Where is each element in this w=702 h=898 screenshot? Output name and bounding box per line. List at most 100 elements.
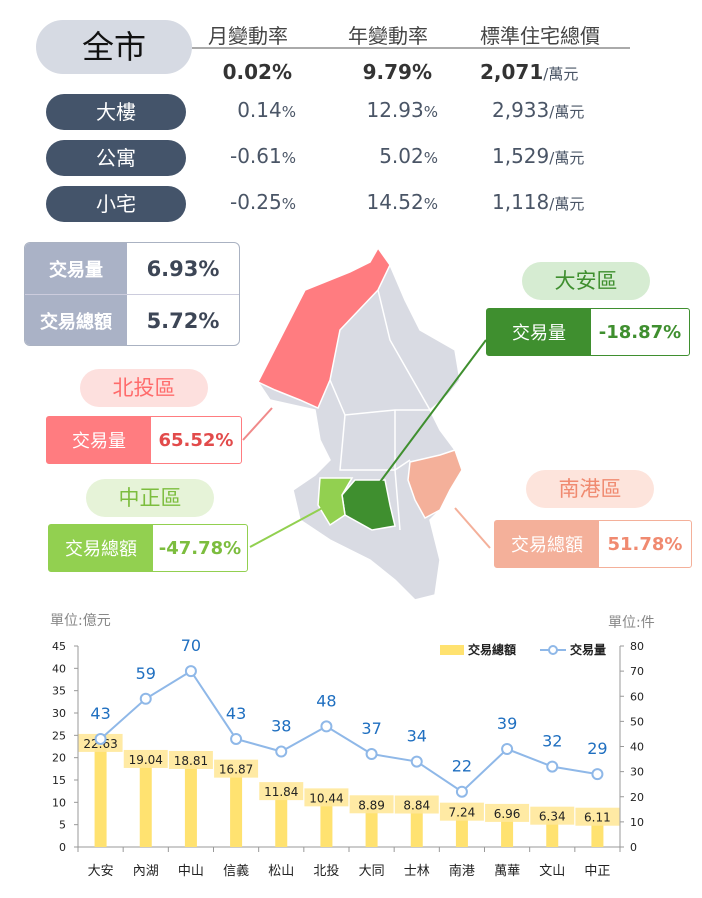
line-label: 38 xyxy=(271,717,291,736)
bar-label: 8.89 xyxy=(358,798,385,812)
city-total-volume: 交易量 6.93% xyxy=(25,243,239,295)
line-point xyxy=(139,692,152,705)
legend-bar-label: 交易總額 xyxy=(468,642,516,657)
x-tick-label: 中山 xyxy=(178,864,204,879)
label: 交易量 xyxy=(25,243,127,294)
left-tick-label: 35 xyxy=(52,685,66,698)
line-point xyxy=(546,760,559,773)
district-box-beitou: 交易量 65.52% xyxy=(46,416,242,464)
right-axis-unit: 單位:件 xyxy=(608,615,655,631)
bar-label-bg xyxy=(530,806,575,825)
x-tick-label: 大同 xyxy=(359,864,385,879)
right-tick-label: 20 xyxy=(630,791,644,804)
map-beitou[interactable] xyxy=(256,246,391,409)
bar-label: 10.44 xyxy=(309,791,343,805)
x-tick-label: 中正 xyxy=(584,864,610,879)
bar xyxy=(275,794,288,847)
bar-label-bg xyxy=(168,750,213,769)
bar-label-bg xyxy=(304,788,349,807)
line-series xyxy=(99,669,598,793)
line-point xyxy=(230,732,243,745)
bar xyxy=(501,815,514,847)
right-tick-label: 70 xyxy=(630,665,644,678)
right-tick-label: 80 xyxy=(630,640,644,653)
line-label: 32 xyxy=(542,732,562,751)
value: 0.14 xyxy=(237,98,282,122)
city-yearly: 9.79% xyxy=(362,60,432,84)
x-tick-label: 士林 xyxy=(404,864,430,879)
x-tick-label: 信義 xyxy=(223,863,249,879)
value: -0.25 xyxy=(229,190,282,214)
line-point xyxy=(365,748,378,761)
bar-label: 6.96 xyxy=(494,807,521,821)
unit: % xyxy=(281,149,296,167)
label: 交易總額 xyxy=(25,295,127,345)
bar-label: 11.84 xyxy=(264,785,298,799)
city-label: 全市 xyxy=(36,20,192,74)
header-monthly: 月變動率 xyxy=(208,24,288,48)
district-name-zhongzheng: 中正區 xyxy=(86,479,214,517)
bar-label-bg xyxy=(123,749,168,768)
unit: /萬元 xyxy=(549,149,585,167)
map-zhongzheng[interactable] xyxy=(317,477,354,527)
left-tick-label: 30 xyxy=(52,707,66,720)
bar-label-bg xyxy=(214,759,259,778)
unit: % xyxy=(423,195,438,213)
line-label: 37 xyxy=(361,719,381,738)
unit: /萬元 xyxy=(549,103,585,121)
left-tick-label: 5 xyxy=(59,819,66,832)
line-label: 39 xyxy=(497,714,517,733)
map-nangang[interactable] xyxy=(407,449,463,520)
line-label: 70 xyxy=(181,636,201,655)
value: 5.72% xyxy=(146,308,220,333)
line-point xyxy=(184,665,197,678)
x-tick-label: 文山 xyxy=(539,864,565,879)
line-point xyxy=(501,743,514,756)
legend-line-label: 交易量 xyxy=(570,642,606,657)
city-total-amount: 交易總額 5.72% xyxy=(25,295,239,345)
row-monthly: -0.61% xyxy=(190,144,296,168)
x-tick-label: 萬華 xyxy=(494,864,520,879)
bar-label: 18.81 xyxy=(174,754,208,768)
label: 交易總額 xyxy=(495,521,599,567)
right-tick-label: 30 xyxy=(630,766,644,779)
value: 51.78% xyxy=(607,533,683,555)
bar-label-bg xyxy=(575,807,620,826)
value: 65.52% xyxy=(158,429,234,451)
value: 1,529 xyxy=(492,144,550,168)
line-label: 48 xyxy=(316,691,336,710)
row-price: 1,529/萬元 xyxy=(492,144,622,168)
right-tick-label: 60 xyxy=(630,690,644,703)
right-tick-label: 40 xyxy=(630,741,644,754)
value: 1,118 xyxy=(492,190,550,214)
bar-label: 6.11 xyxy=(584,811,611,825)
bar-label: 19.04 xyxy=(129,753,163,767)
bar xyxy=(94,745,107,847)
row-yearly: 12.93% xyxy=(330,98,438,122)
bar-label-bg xyxy=(394,795,439,814)
unit: /萬元 xyxy=(543,65,579,83)
line-label: 29 xyxy=(587,739,607,758)
value: 14.52 xyxy=(366,190,424,214)
left-tick-label: 40 xyxy=(52,662,66,675)
bar xyxy=(410,807,423,847)
district-box-daan: 交易量 -18.87% xyxy=(486,308,690,356)
unit: % xyxy=(423,103,438,121)
bar xyxy=(230,771,243,847)
line-point xyxy=(275,745,288,758)
left-axis-unit: 單位:億元 xyxy=(50,613,111,629)
bar xyxy=(139,761,152,847)
value: -18.87% xyxy=(598,321,682,343)
left-tick-label: 10 xyxy=(52,796,66,809)
line-point xyxy=(320,720,333,733)
value: 2,933 xyxy=(492,98,550,122)
legend-bar-swatch xyxy=(440,645,464,655)
unit: % xyxy=(281,103,296,121)
line-point xyxy=(455,785,468,798)
legend-line-marker xyxy=(548,645,558,655)
city-price-value: 2,071 xyxy=(480,60,544,84)
bar-label: 8.84 xyxy=(403,799,430,813)
label: 交易總額 xyxy=(49,525,153,571)
right-tick-label: 10 xyxy=(630,816,644,829)
district-name-daan: 大安區 xyxy=(522,262,650,300)
